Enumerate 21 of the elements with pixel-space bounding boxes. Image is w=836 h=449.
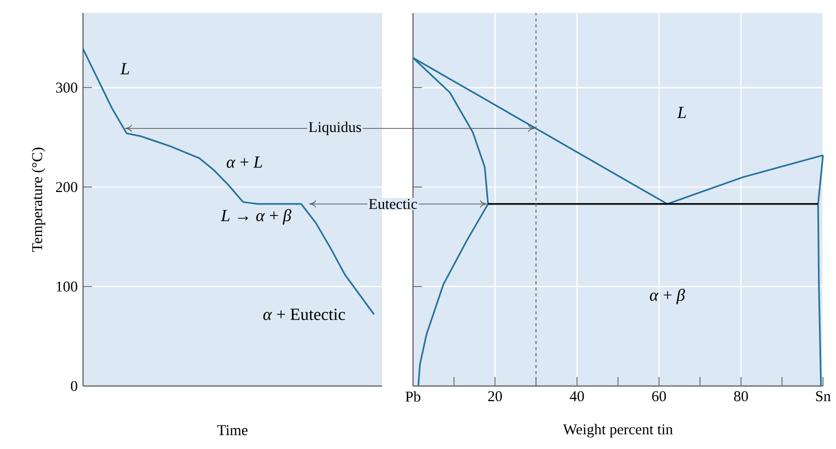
x-tick-label: Pb [406,391,420,402]
x-axis-title: Weight percent tin [563,424,673,438]
x-tick-label: Sn [816,391,831,402]
annotation: Liquidus [308,122,362,136]
annotation: α + L [226,156,262,168]
y-tick-label: 300 [56,82,78,93]
annotation: Eutectic [368,198,418,209]
annotation: L [120,63,130,74]
x-tick-label: 40 [570,391,584,402]
x-tick-label: 80 [734,391,748,402]
x-tick-label: 60 [652,391,666,402]
annotation: α + Eutectic [263,308,345,320]
x-tick-label: 20 [488,391,502,402]
y-tick-label: 100 [56,281,78,292]
x-axis-title: Time [217,425,248,436]
y-tick-label: 0 [70,380,78,392]
y-tick-label: 200 [56,182,78,192]
y-axis-title: Temperature (°C) [32,148,46,252]
annotation: L [677,106,686,118]
annotation: L → α + β [220,209,292,225]
annotation: α + β [650,288,685,304]
